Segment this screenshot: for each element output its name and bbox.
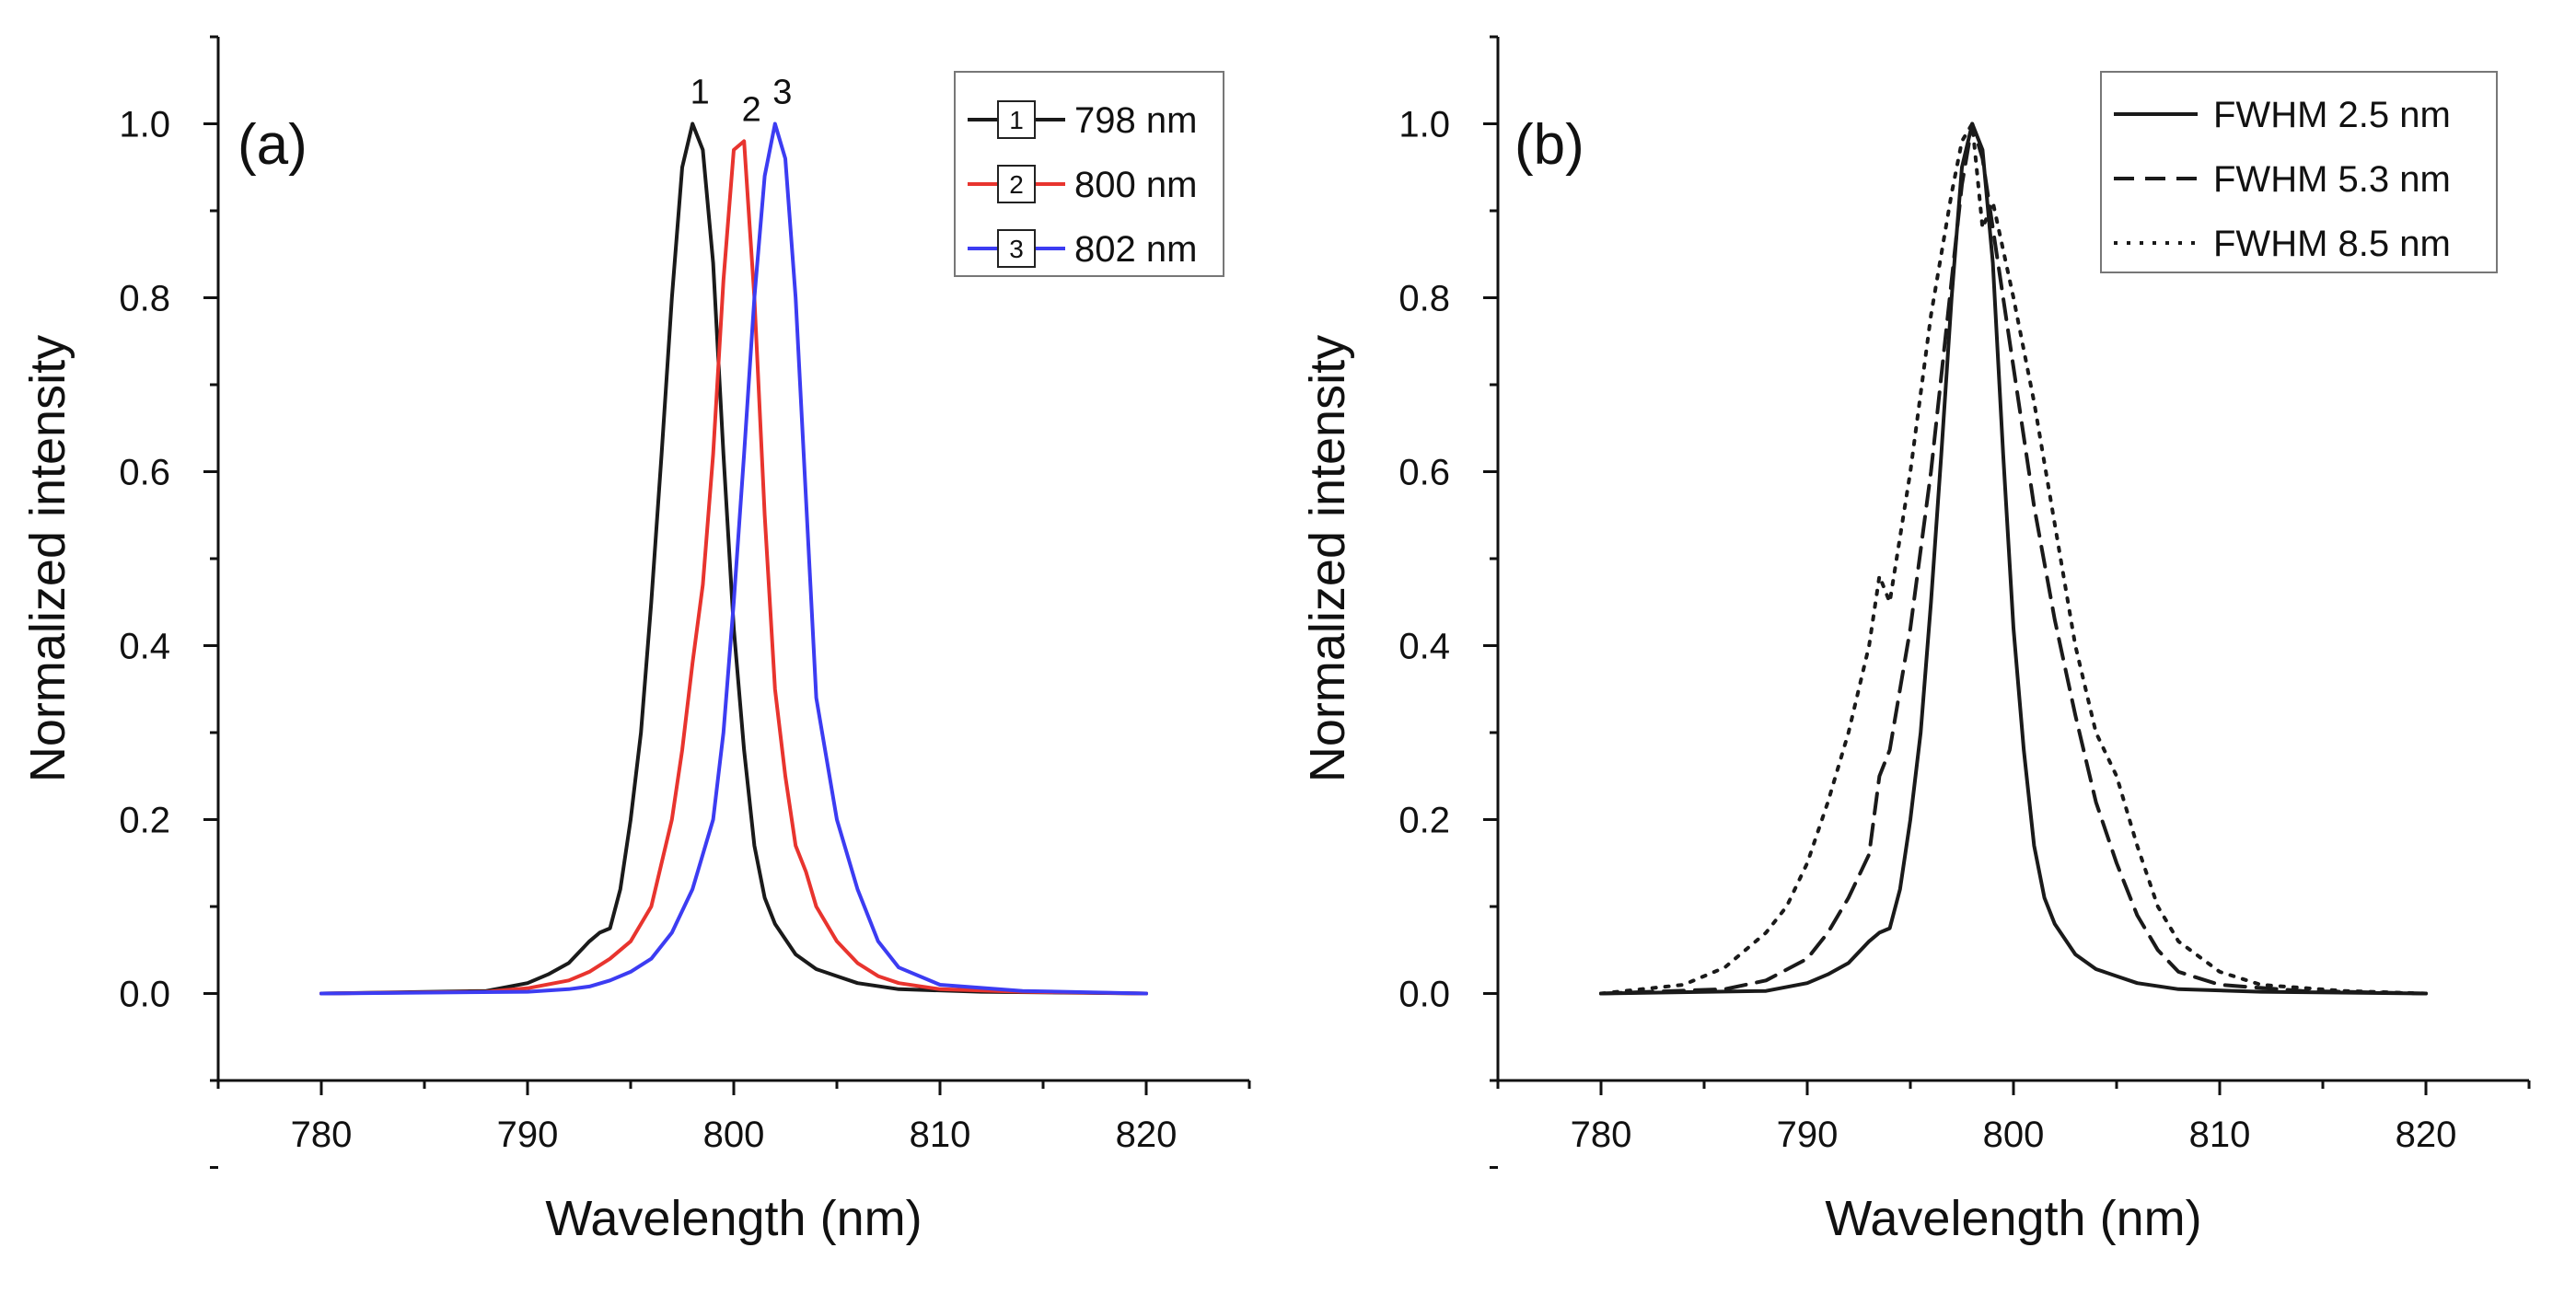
peak-label: 1 <box>690 74 710 112</box>
x-tick-label: 810 <box>2189 1115 2251 1155</box>
y-tick-label: 0.2 <box>1398 801 1450 841</box>
x-tick-label: 780 <box>1571 1115 1632 1155</box>
y-tick-label: 0.4 <box>119 627 170 667</box>
legend-marker-box <box>997 100 1036 139</box>
legend-label: FWHM 8.5 nm <box>2213 224 2451 264</box>
legend: FWHM 2.5 nm FWHM 5.3 nm FWHM 8.5 nm <box>2100 71 2498 273</box>
series-line <box>1599 121 2428 996</box>
series-line <box>319 139 1148 996</box>
y-tick-label: 0.2 <box>119 801 170 841</box>
legend-label: FWHM 5.3 nm <box>2213 159 2451 200</box>
y-axis-title: Normalized intensity <box>1300 335 1355 782</box>
legend-frame <box>2100 71 2498 273</box>
legend-marker-label: 2 <box>1009 170 1024 199</box>
legend-label: FWHM 2.5 nm <box>2213 95 2451 135</box>
y-tick-label: 0.8 <box>119 279 170 319</box>
x-tick-label: 800 <box>703 1115 765 1155</box>
x-axis-title: Wavelength (nm) <box>545 1191 922 1246</box>
panel-label: (a) <box>238 113 307 177</box>
legend-label: 798 nm <box>1074 100 1197 141</box>
peak-label: 2 <box>742 90 761 129</box>
y-tick-label: 1.0 <box>119 105 170 145</box>
legend-marker-box <box>997 165 1036 203</box>
legend-label: 800 nm <box>1074 165 1197 205</box>
x-tick-label: 790 <box>1777 1115 1839 1155</box>
x-tick-label: 820 <box>2396 1115 2457 1155</box>
series-line <box>319 121 1148 996</box>
y-axis-title: Normalized intensity <box>20 335 75 782</box>
y-tick-label: 0.0 <box>119 975 170 1015</box>
peak-label: 3 <box>772 74 792 112</box>
legend: 1 798 nm 2 800 nm 3 802 nm <box>954 71 1224 277</box>
y-tick-label: 1.0 <box>1398 105 1450 145</box>
y-tick-label: 0.6 <box>1398 453 1450 493</box>
x-tick-label: 790 <box>497 1115 559 1155</box>
y-tick-label: 0.6 <box>119 453 170 493</box>
y-tick-label: 0.4 <box>1398 627 1450 667</box>
series-line <box>319 121 1148 996</box>
series-line <box>1599 121 2428 996</box>
x-tick-label: 800 <box>1983 1115 2045 1155</box>
legend-marker-box <box>997 229 1036 268</box>
legend-label: 802 nm <box>1074 229 1197 270</box>
x-axis-title: Wavelength (nm) <box>1825 1191 2201 1246</box>
x-tick-label: 780 <box>291 1115 353 1155</box>
y-tick-label: 0.8 <box>1398 279 1450 319</box>
y-tick-label: 0.0 <box>1398 975 1450 1015</box>
panel-label: (b) <box>1514 113 1584 177</box>
chart-panel-a: 780 790 800 810 820 0.0 0.2 0.4 0.6 0.8 1.0 Wavelen… <box>20 35 1251 1246</box>
x-tick-label: 820 <box>1116 1115 1178 1155</box>
x-tick-label: 810 <box>910 1115 971 1155</box>
legend-marker-label: 1 <box>1009 106 1024 134</box>
legend-marker-label: 3 <box>1009 235 1024 263</box>
chart-panel-b: 780 790 800 810 820 0.0 0.2 0.4 0.6 0.8 1.0 Wavelen… <box>1300 35 2531 1246</box>
